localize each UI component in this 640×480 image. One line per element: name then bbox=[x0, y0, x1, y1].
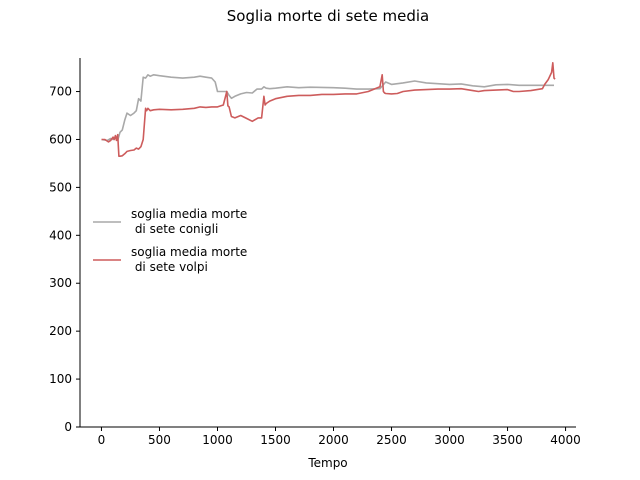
plot-area bbox=[101, 61, 556, 157]
y-tick-label: 300 bbox=[49, 276, 72, 290]
legend-label: soglia media morte di sete conigli bbox=[131, 207, 247, 236]
x-tick-label: 3000 bbox=[434, 433, 465, 447]
x-tick-label: 500 bbox=[148, 433, 171, 447]
x-tick-label: 1500 bbox=[260, 433, 291, 447]
x-axis: 0 500 1000 1500 2000 2500 3000 3500 4000 bbox=[80, 426, 581, 447]
y-tick-label: 500 bbox=[49, 180, 72, 194]
x-tick-label: 3500 bbox=[492, 433, 523, 447]
x-tick-label: 2500 bbox=[376, 433, 407, 447]
y-tick-label: 200 bbox=[49, 324, 72, 338]
x-tick-label: 4000 bbox=[550, 433, 581, 447]
y-tick-label: 600 bbox=[49, 132, 72, 146]
x-tick-label: 1000 bbox=[202, 433, 233, 447]
chart-title: Soglia morte di sete media bbox=[227, 7, 429, 25]
x-tick-label: 2000 bbox=[318, 433, 349, 447]
y-axis: 0 100 200 300 400 500 600 700 bbox=[49, 58, 81, 434]
x-axis-label: Tempo bbox=[307, 456, 347, 470]
y-tick-label: 700 bbox=[49, 85, 72, 99]
y-tick-label: 0 bbox=[64, 420, 72, 434]
x-tick-label: 0 bbox=[98, 433, 106, 447]
series-line-conigli bbox=[101, 74, 554, 142]
legend: soglia media morte di sete conigli soglia… bbox=[93, 207, 247, 274]
legend-label: soglia media morte di sete volpi bbox=[131, 245, 247, 274]
series-line-volpi bbox=[101, 61, 556, 157]
y-tick-label: 400 bbox=[49, 228, 72, 242]
y-tick-label: 100 bbox=[49, 372, 72, 386]
